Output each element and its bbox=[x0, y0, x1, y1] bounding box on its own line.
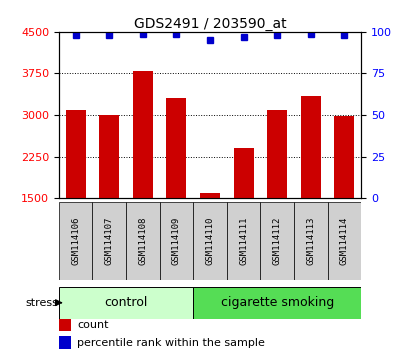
Bar bbox=[133, 71, 153, 198]
Bar bbox=[92, 202, 126, 280]
Bar bbox=[328, 202, 361, 280]
Bar bbox=[193, 202, 227, 280]
Title: GDS2491 / 203590_at: GDS2491 / 203590_at bbox=[134, 17, 286, 31]
Bar bbox=[227, 202, 260, 280]
Text: GSM114108: GSM114108 bbox=[138, 217, 147, 265]
Bar bbox=[160, 202, 193, 280]
Text: GSM114112: GSM114112 bbox=[273, 217, 282, 265]
Text: stress: stress bbox=[25, 298, 58, 308]
Bar bbox=[301, 96, 321, 198]
Bar bbox=[267, 109, 287, 198]
Bar bbox=[59, 202, 92, 280]
Bar bbox=[126, 202, 160, 280]
Bar bbox=[166, 98, 186, 198]
Bar bbox=[99, 115, 119, 198]
Text: GSM114106: GSM114106 bbox=[71, 217, 80, 265]
Text: GSM114110: GSM114110 bbox=[205, 217, 215, 265]
Text: percentile rank within the sample: percentile rank within the sample bbox=[77, 338, 265, 348]
Bar bbox=[59, 336, 71, 349]
Bar bbox=[234, 148, 254, 198]
Text: GSM114111: GSM114111 bbox=[239, 217, 248, 265]
Bar bbox=[334, 116, 354, 198]
Text: GSM114109: GSM114109 bbox=[172, 217, 181, 265]
Bar bbox=[193, 287, 361, 319]
Text: control: control bbox=[104, 296, 148, 309]
Text: GSM114107: GSM114107 bbox=[105, 217, 114, 265]
Bar bbox=[260, 202, 294, 280]
Text: GSM114113: GSM114113 bbox=[306, 217, 315, 265]
Text: count: count bbox=[77, 320, 108, 330]
Text: cigarette smoking: cigarette smoking bbox=[220, 296, 334, 309]
Bar bbox=[59, 319, 71, 331]
Bar bbox=[59, 287, 193, 319]
Bar bbox=[66, 109, 86, 198]
Bar bbox=[200, 193, 220, 198]
Bar bbox=[294, 202, 328, 280]
Text: GSM114114: GSM114114 bbox=[340, 217, 349, 265]
